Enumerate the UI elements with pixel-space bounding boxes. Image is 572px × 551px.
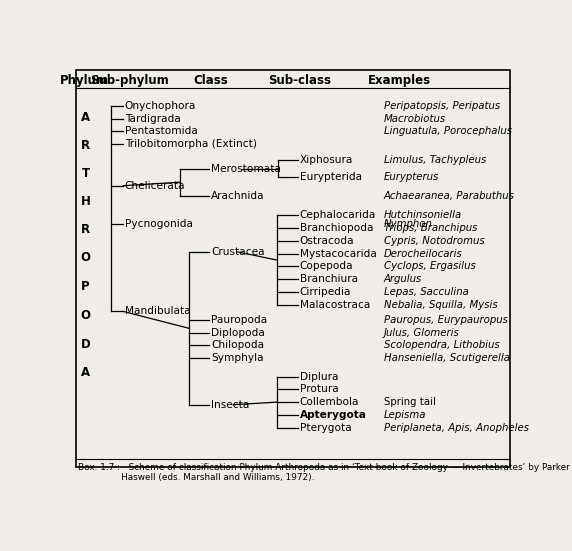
Text: A: A bbox=[81, 111, 90, 125]
Text: Pentastomida: Pentastomida bbox=[125, 127, 197, 137]
Text: Cirripedia: Cirripedia bbox=[300, 287, 351, 297]
Text: Eurypterus: Eurypterus bbox=[384, 172, 439, 182]
Text: Phylum: Phylum bbox=[60, 74, 109, 88]
Text: Mystacocarida: Mystacocarida bbox=[300, 249, 377, 258]
Text: Diplopoda: Diplopoda bbox=[211, 327, 265, 338]
Text: Nymphon: Nymphon bbox=[384, 219, 433, 229]
Text: Triops, Branchipus: Triops, Branchipus bbox=[384, 223, 478, 233]
Text: Hanseniella, Scutigerella: Hanseniella, Scutigerella bbox=[384, 353, 510, 363]
Text: Class: Class bbox=[194, 74, 229, 88]
Text: Chelicerata: Chelicerata bbox=[125, 181, 185, 191]
Text: Sub-phylum: Sub-phylum bbox=[90, 74, 169, 88]
Text: Xiphosura: Xiphosura bbox=[300, 155, 353, 165]
Text: Pauropoda: Pauropoda bbox=[211, 315, 267, 325]
Text: Onychophora: Onychophora bbox=[125, 101, 196, 111]
Text: Cypris, Notodromus: Cypris, Notodromus bbox=[384, 236, 484, 246]
Text: Linguatula, Porocephalus: Linguatula, Porocephalus bbox=[384, 127, 512, 137]
Text: Chilopoda: Chilopoda bbox=[211, 341, 264, 350]
Text: Eurypterida: Eurypterida bbox=[300, 172, 362, 182]
Text: Mandibulata: Mandibulata bbox=[125, 306, 190, 316]
Text: P: P bbox=[81, 280, 90, 293]
Text: R: R bbox=[81, 223, 90, 236]
Text: Collembola: Collembola bbox=[300, 397, 359, 407]
Text: Crustacea: Crustacea bbox=[211, 247, 265, 257]
Text: R: R bbox=[81, 139, 90, 153]
Text: Diplura: Diplura bbox=[300, 372, 338, 382]
Text: Copepoda: Copepoda bbox=[300, 261, 353, 272]
Text: Nebalia, Squilla, Mysis: Nebalia, Squilla, Mysis bbox=[384, 300, 498, 310]
Text: Box. 1.7 :   Scheme of classification Phylum Arthropoda as in ‘Text book of Zool: Box. 1.7 : Scheme of classification Phyl… bbox=[78, 463, 572, 472]
Text: Spring tail: Spring tail bbox=[384, 397, 436, 407]
Text: Cyclops, Ergasilus: Cyclops, Ergasilus bbox=[384, 261, 476, 272]
Text: O: O bbox=[81, 251, 91, 264]
Text: Insecta: Insecta bbox=[211, 399, 249, 410]
Text: Malacostraca: Malacostraca bbox=[300, 300, 370, 310]
Text: Peripatopsis, Peripatus: Peripatopsis, Peripatus bbox=[384, 101, 500, 111]
Text: Ostracoda: Ostracoda bbox=[300, 236, 355, 246]
Text: H: H bbox=[81, 195, 90, 208]
Text: Examples: Examples bbox=[368, 74, 431, 88]
Text: Hutchinsoniella: Hutchinsoniella bbox=[384, 210, 462, 220]
Text: Derocheilocaris: Derocheilocaris bbox=[384, 249, 463, 258]
Text: A: A bbox=[81, 366, 90, 379]
Text: Periplaneta, Apis, Anopheles: Periplaneta, Apis, Anopheles bbox=[384, 423, 529, 433]
Text: Arachnida: Arachnida bbox=[211, 191, 265, 201]
Text: Protura: Protura bbox=[300, 385, 339, 395]
Text: Achaearanea, Parabuthus: Achaearanea, Parabuthus bbox=[384, 191, 515, 201]
Text: O: O bbox=[81, 309, 91, 322]
Text: Merostomata: Merostomata bbox=[211, 164, 281, 174]
Text: Symphyla: Symphyla bbox=[211, 353, 264, 363]
Text: Apterygota: Apterygota bbox=[300, 410, 367, 420]
Text: Julus, Glomeris: Julus, Glomeris bbox=[384, 327, 460, 338]
Text: Sub-class: Sub-class bbox=[268, 74, 331, 88]
Text: Scolopendra, Lithobius: Scolopendra, Lithobius bbox=[384, 341, 500, 350]
Text: Haswell (eds. Marshall and Williams, 1972).: Haswell (eds. Marshall and Williams, 197… bbox=[78, 473, 315, 483]
Text: Cephalocarida: Cephalocarida bbox=[300, 210, 376, 220]
Text: Trilobitomorpha (Extinct): Trilobitomorpha (Extinct) bbox=[125, 139, 257, 149]
Text: Tardigrada: Tardigrada bbox=[125, 114, 181, 124]
FancyBboxPatch shape bbox=[76, 71, 510, 467]
Text: Pycnogonida: Pycnogonida bbox=[125, 219, 193, 229]
Text: Limulus, Tachypleus: Limulus, Tachypleus bbox=[384, 155, 486, 165]
Text: Macrobiotus: Macrobiotus bbox=[384, 114, 446, 124]
Text: T: T bbox=[82, 166, 90, 180]
Text: Lepas, Sacculina: Lepas, Sacculina bbox=[384, 287, 469, 297]
Text: Argulus: Argulus bbox=[384, 274, 422, 284]
Text: Lepisma: Lepisma bbox=[384, 410, 427, 420]
Text: D: D bbox=[81, 338, 90, 350]
Text: Branchiopoda: Branchiopoda bbox=[300, 223, 374, 233]
Text: Pauropus, Eurypauropus: Pauropus, Eurypauropus bbox=[384, 315, 508, 325]
Text: Branchiura: Branchiura bbox=[300, 274, 358, 284]
Text: Pterygota: Pterygota bbox=[300, 423, 352, 433]
